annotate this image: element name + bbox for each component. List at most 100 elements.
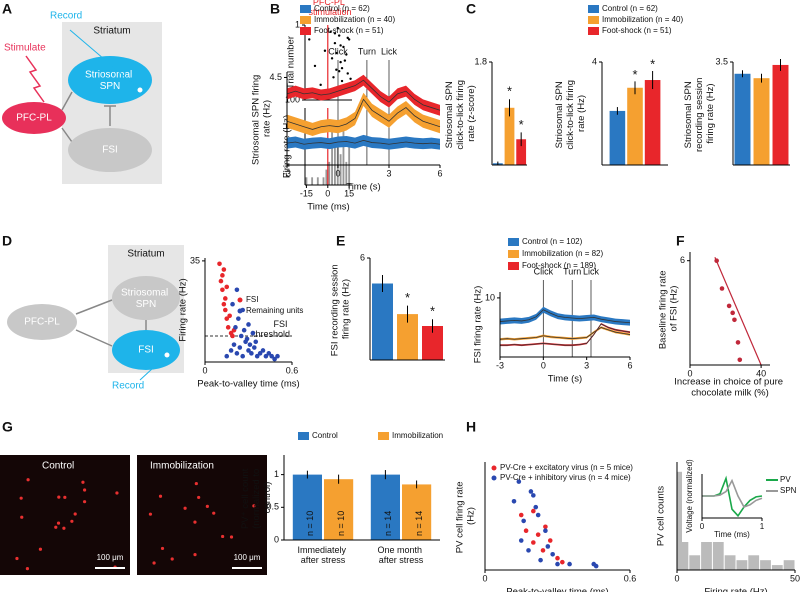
point xyxy=(547,538,553,543)
spn-node xyxy=(68,56,152,104)
histogram-bar xyxy=(748,555,760,570)
point xyxy=(231,342,237,347)
legend-marker xyxy=(588,16,599,24)
cell xyxy=(194,481,198,486)
legend-marker xyxy=(237,308,243,314)
record-label: Record xyxy=(112,381,144,392)
point xyxy=(518,538,524,543)
panel-label: G xyxy=(2,419,13,435)
point xyxy=(244,336,250,342)
point xyxy=(224,284,230,290)
histogram-bar xyxy=(316,177,319,185)
significance: * xyxy=(632,67,637,82)
series-line xyxy=(499,327,631,340)
point xyxy=(545,544,551,549)
x-axis-label: Time (s) xyxy=(346,182,380,193)
significance: * xyxy=(507,84,512,99)
point xyxy=(550,551,555,557)
x-tick-label: -3 xyxy=(283,168,291,178)
x-axis-label: Time (ms) xyxy=(307,202,349,213)
cell xyxy=(62,526,66,530)
histogram-bar xyxy=(760,560,771,570)
x-tick-label: 50 xyxy=(790,573,800,583)
point xyxy=(223,296,228,301)
x-tick-label: 0 xyxy=(335,168,340,178)
point xyxy=(220,287,225,293)
legend-marker xyxy=(378,432,389,440)
point xyxy=(730,310,735,316)
y-axis-label: Voltage (normalized) xyxy=(685,459,694,533)
event-label: Click xyxy=(328,46,348,56)
pfc-label: PFC-PL xyxy=(16,113,52,124)
legend-label: PV xyxy=(780,475,791,484)
event-label: Turn xyxy=(563,266,581,276)
point xyxy=(593,563,599,569)
y-axis-label: Trial number xyxy=(286,36,297,89)
bar xyxy=(372,283,393,360)
cell xyxy=(229,535,234,539)
bar xyxy=(370,474,400,540)
n-label: n = 10 xyxy=(336,511,346,536)
bar xyxy=(609,110,626,165)
point xyxy=(230,333,235,339)
bar xyxy=(422,326,443,360)
x-tick-label: 0 xyxy=(687,368,692,378)
series-line xyxy=(286,98,441,130)
legend-label: SPN xyxy=(780,486,797,495)
legend-label: Control xyxy=(312,431,338,440)
series-line xyxy=(702,478,763,508)
point xyxy=(343,59,347,62)
fsi-label: FSI xyxy=(138,345,154,356)
error-band xyxy=(287,74,440,116)
point xyxy=(531,540,536,545)
cell xyxy=(63,495,67,499)
legend-marker xyxy=(300,27,311,35)
x-category-label: Immediately after stress xyxy=(297,545,348,565)
point xyxy=(329,30,332,34)
point xyxy=(234,351,240,356)
legend-marker xyxy=(508,262,519,270)
cell xyxy=(197,495,201,500)
y-tick-label: 0 xyxy=(274,534,279,544)
point xyxy=(340,66,344,70)
histogram-bar xyxy=(311,177,314,185)
bar xyxy=(516,139,527,165)
point xyxy=(233,325,238,330)
legend-label: Immobilization (n = 40) xyxy=(602,15,683,24)
cell xyxy=(148,512,153,516)
legend-label: Foot-shock (n = 189) xyxy=(522,261,596,270)
point xyxy=(333,41,337,45)
point xyxy=(227,313,232,319)
histogram-bar xyxy=(325,169,328,185)
significance: * xyxy=(430,304,435,319)
point xyxy=(337,34,341,37)
series-line xyxy=(286,139,441,145)
histogram-bar xyxy=(328,161,331,185)
bar xyxy=(292,474,322,540)
point xyxy=(732,317,737,323)
panel-label: A xyxy=(2,1,12,17)
point xyxy=(249,351,254,356)
y-axis-label: PV⁺ cell count (normalized to control) xyxy=(240,466,273,529)
x-axis-label: Firing rate (Hz) xyxy=(704,587,767,592)
x-tick-label: 3 xyxy=(584,360,589,370)
cell xyxy=(56,521,61,525)
histogram-bar xyxy=(736,560,748,570)
y-axis-label: Striosomal SPN recording session firing … xyxy=(683,75,716,152)
cell xyxy=(158,494,163,498)
micrograph xyxy=(0,455,130,575)
y-axis-label: FSI recording session firing rate (Hz) xyxy=(329,262,351,357)
histogram-bar xyxy=(305,177,308,185)
point xyxy=(224,316,230,321)
x-tick-label: 0 xyxy=(541,360,546,370)
y-tick-label: 6 xyxy=(360,252,365,262)
legend-label: Control (n = 62) xyxy=(314,4,370,13)
point xyxy=(246,322,251,327)
point xyxy=(523,528,529,534)
point xyxy=(252,345,257,350)
cell xyxy=(83,488,87,492)
point xyxy=(224,353,230,359)
point xyxy=(323,49,327,52)
error-band xyxy=(287,134,440,150)
legend-marker xyxy=(237,297,243,303)
